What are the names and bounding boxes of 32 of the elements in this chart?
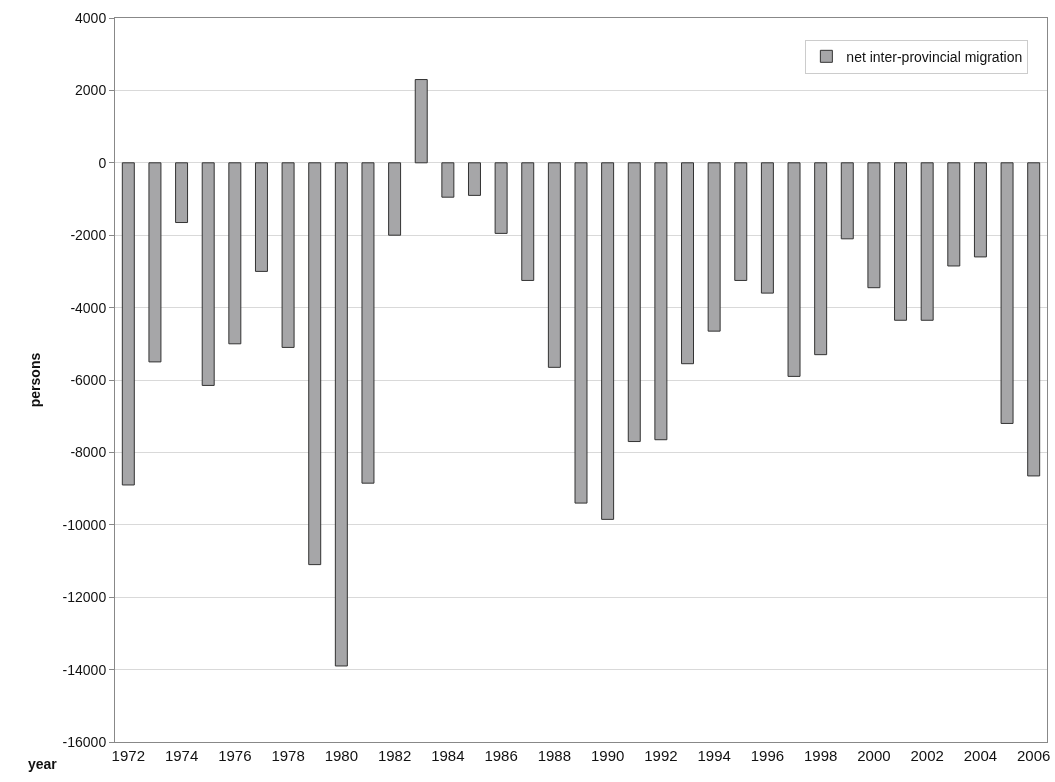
x-tick-label: 1988 [537,747,572,764]
x-axis-title: year [28,756,58,772]
legend-label: net inter-provincial migration [846,48,1023,65]
x-tick-label: 1974 [164,747,199,764]
y-tick-label: -10000 [62,516,107,533]
x-tick-label: 1976 [218,747,252,764]
x-tick-label: 1986 [484,747,518,764]
x-tick-label: 1980 [324,747,359,764]
x-tick-label: 2002 [910,747,944,764]
x-tick-label: 1982 [377,747,412,764]
y-tick-label: -4000 [70,299,107,316]
y-tick-label: -8000 [70,444,107,461]
x-tick-label: 1994 [697,747,731,764]
x-tick-label: 2004 [963,747,998,764]
x-tick-label: 1972 [111,747,145,764]
y-tick-label: -6000 [70,371,107,388]
x-tick-label: 1996 [750,747,785,764]
x-tick-label: 1984 [431,747,465,764]
x-tick-label: 2006 [1017,747,1051,764]
x-tick-label: 1978 [271,747,305,764]
y-tick-label: -14000 [62,661,107,678]
y-tick-label: 2000 [75,82,107,99]
y-tick-label: 0 [98,154,107,171]
x-tick-label: 2000 [857,747,891,764]
y-tick-label: -12000 [62,589,107,606]
y-tick-label: -2000 [70,227,107,244]
x-tick-label: 1990 [590,747,625,764]
y-axis-title: persons [27,352,44,408]
x-tick-label: 1998 [803,747,838,764]
y-tick-label: -16000 [62,733,107,750]
y-tick-label: 4000 [75,9,107,26]
x-tick-label: 1992 [644,747,678,764]
